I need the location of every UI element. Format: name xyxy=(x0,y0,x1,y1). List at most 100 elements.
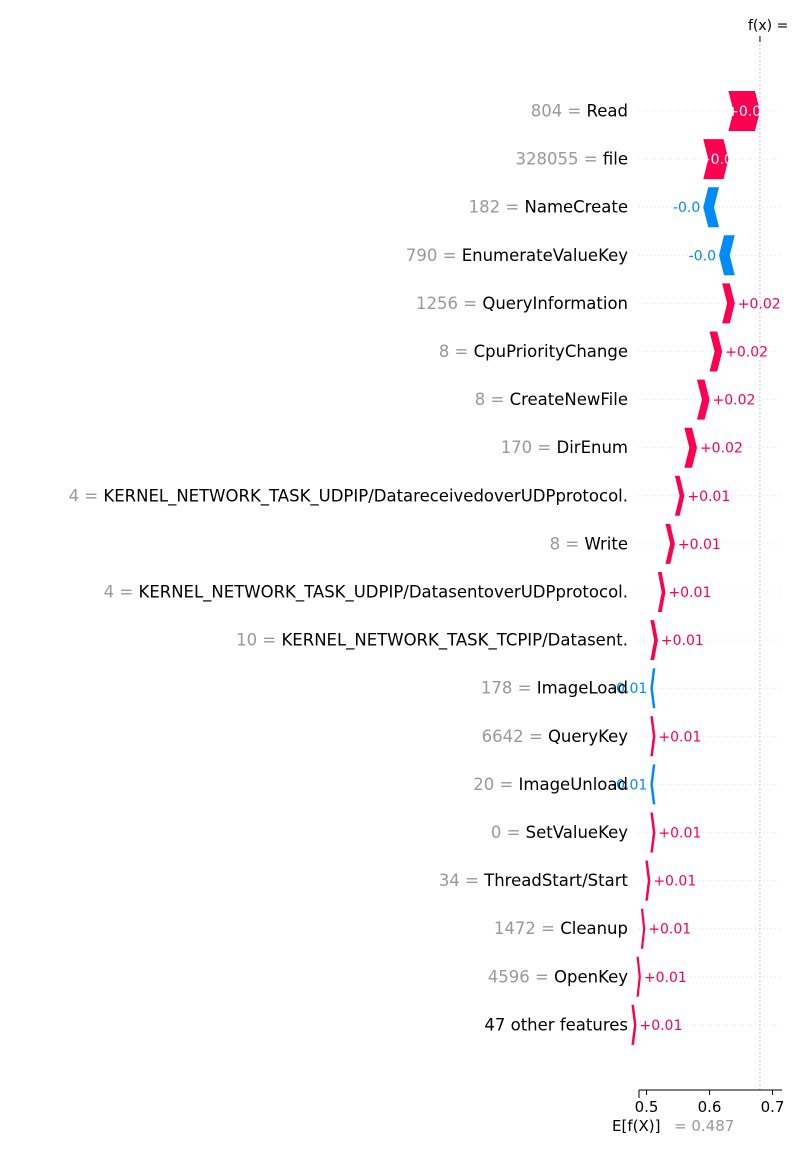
contribution-bar xyxy=(709,331,723,372)
feature-value: 4 = xyxy=(69,486,104,505)
feature-value: 178 = xyxy=(481,679,537,698)
contribution-label: +0.01 xyxy=(653,874,696,890)
feature-label: 10 = KERNEL_NETWORK_TASK_TCPIP/Datasent. xyxy=(236,631,628,651)
contribution-bar xyxy=(719,235,735,276)
feature-value: 6642 = xyxy=(482,727,548,746)
feature-label: 4596 = OpenKey xyxy=(488,967,629,986)
feature-label: 182 = NameCreate xyxy=(469,198,628,217)
feature-value: 34 = xyxy=(439,871,484,890)
feature-value: 1472 = xyxy=(494,919,560,938)
x-tick-label: 0.6 xyxy=(698,1098,722,1116)
feature-name: file xyxy=(603,150,628,169)
contribution-bar xyxy=(657,572,666,612)
feature-value: 790 = xyxy=(406,246,462,265)
contribution-bar xyxy=(636,956,641,997)
contribution-label: +0.01 xyxy=(658,729,701,745)
feature-name: KERNEL_NETWORK_TASK_UDPIP/Datareceivedov… xyxy=(103,486,628,506)
feature-label: 20 = ImageUnload xyxy=(473,775,628,794)
feature-name: ImageLoad xyxy=(537,679,628,698)
contribution-label: -0.0 xyxy=(673,200,700,216)
feature-label: 6642 = QueryKey xyxy=(482,727,629,746)
contribution-label: +0.01 xyxy=(648,922,691,938)
feature-name: Cleanup xyxy=(560,919,628,938)
feature-label: 804 = Read xyxy=(531,102,628,121)
feature-name: QueryKey xyxy=(548,727,628,746)
contribution-bar xyxy=(665,523,675,564)
feature-name: Read xyxy=(587,102,628,121)
feature-value: 10 = xyxy=(236,631,281,650)
feature-value: 4596 = xyxy=(488,967,554,986)
x-tick-label: 0.7 xyxy=(761,1098,785,1116)
feature-value: 8 = xyxy=(475,390,510,409)
feature-name: CreateNewFile xyxy=(510,390,628,409)
x-tick-label: 0.5 xyxy=(635,1098,659,1116)
expected-value: = 0.487 xyxy=(674,1117,734,1135)
contribution-bar xyxy=(703,139,729,180)
contribution-label: +0.01 xyxy=(661,633,704,649)
feature-value: 20 = xyxy=(473,775,518,794)
contribution-label: +0.01 xyxy=(687,489,730,505)
feature-name: QueryInformation xyxy=(482,294,628,313)
feature-labels: +0.0 804 = Read +0.0 328055 = file -0.0 182 =… xyxy=(69,102,781,1035)
x-axis: 0.5 0.6 0.7 xyxy=(635,1089,785,1116)
feature-value: 170 = xyxy=(501,438,557,457)
feature-value: 4 = xyxy=(104,583,139,602)
feature-value: 804 = xyxy=(531,102,587,121)
feature-label: 8 = Write xyxy=(550,534,628,553)
feature-value: 182 = xyxy=(469,198,525,217)
contribution-label: +0.01 xyxy=(639,1018,682,1034)
feature-name: SetValueKey xyxy=(526,823,629,842)
feature-name: KERNEL_NETWORK_TASK_TCPIP/Datasent. xyxy=(281,631,628,651)
contribution-label: +0.02 xyxy=(738,296,781,312)
contribution-label: +0.02 xyxy=(700,441,743,457)
expected-value-label: E[f(X)] xyxy=(612,1117,660,1135)
feature-label: 8 = CreateNewFile xyxy=(475,390,628,409)
contribution-bar xyxy=(650,668,656,709)
feature-label: 4 = KERNEL_NETWORK_TASK_UDPIP/Datareceiv… xyxy=(69,486,628,506)
feature-label: 0 = SetValueKey xyxy=(491,823,628,842)
feature-name: EnumerateValueKey xyxy=(462,246,629,265)
feature-name: Write xyxy=(584,534,628,553)
contribution-label: +0.01 xyxy=(644,970,687,986)
feature-name: ThreadStart/Start xyxy=(483,871,628,890)
contribution-label: +0.0 xyxy=(727,104,761,120)
feature-value: 1256 = xyxy=(416,294,482,313)
feature-name: 47 other features xyxy=(484,1015,628,1034)
contribution-bar xyxy=(722,283,735,324)
feature-value: 328055 = xyxy=(516,150,603,169)
contribution-label: +0.02 xyxy=(713,393,756,409)
contribution-label: -0.0 xyxy=(689,248,716,264)
contribution-label: -0.01 xyxy=(611,681,647,697)
feature-label: 4 = KERNEL_NETWORK_TASK_UDPIP/Datasentov… xyxy=(104,583,628,603)
contribution-bar xyxy=(684,427,697,468)
feature-value: 8 = xyxy=(439,342,474,361)
contribution-bar xyxy=(650,812,656,853)
contribution-label: +0.01 xyxy=(668,585,711,601)
contribution-label: +0.0 xyxy=(699,152,733,168)
feature-name: DirEnum xyxy=(557,438,629,457)
feature-label: 1256 = QueryInformation xyxy=(416,294,628,313)
feature-value: 0 = xyxy=(491,823,526,842)
fx-label: f(x) = xyxy=(748,18,788,34)
feature-name: ImageUnload xyxy=(519,775,628,794)
contribution-bar xyxy=(696,379,710,420)
feature-name: NameCreate xyxy=(524,198,628,217)
contribution-bar xyxy=(650,620,658,661)
contribution-bar xyxy=(728,91,760,131)
feature-label: 178 = ImageLoad xyxy=(481,679,628,698)
feature-name: CpuPriorityChange xyxy=(474,342,628,361)
feature-name: OpenKey xyxy=(554,967,628,986)
feature-label: 34 = ThreadStart/Start xyxy=(439,871,629,890)
contribution-bar xyxy=(703,187,720,228)
feature-label: 1472 = Cleanup xyxy=(494,919,628,938)
feature-label: 790 = EnumerateValueKey xyxy=(406,246,628,265)
contribution-label: +0.02 xyxy=(725,345,768,361)
contribution-bar xyxy=(631,1004,637,1045)
contribution-bar xyxy=(674,475,685,516)
contribution-label: -0.01 xyxy=(611,777,647,793)
feature-label: 170 = DirEnum xyxy=(501,438,628,457)
contribution-bar xyxy=(645,860,651,901)
contribution-bar xyxy=(650,716,656,757)
feature-label: 8 = CpuPriorityChange xyxy=(439,342,628,361)
